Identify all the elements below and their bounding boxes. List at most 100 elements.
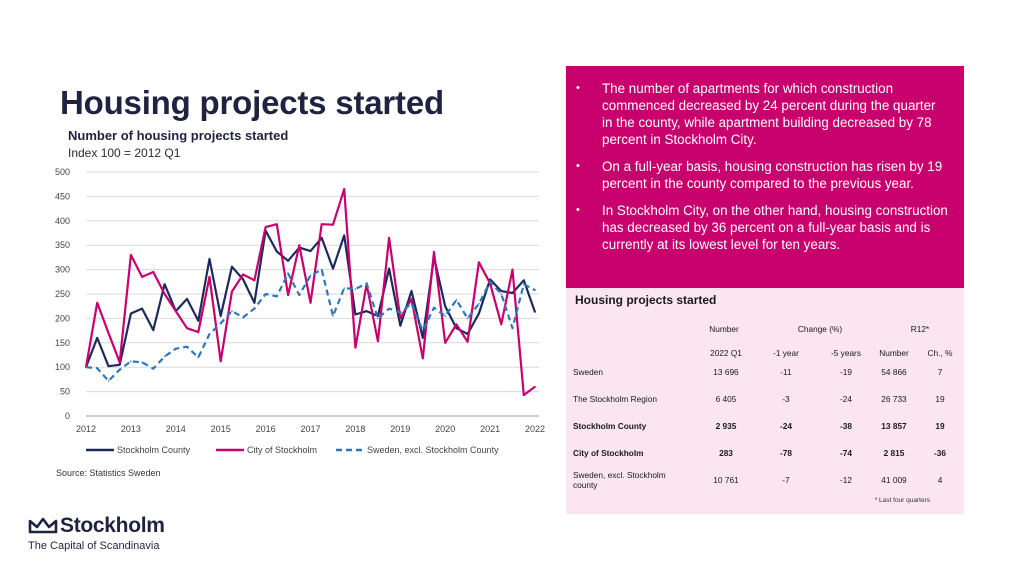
data-point-series-2	[287, 272, 289, 275]
data-point-series-1	[231, 290, 233, 293]
data-point-series-1	[219, 360, 222, 363]
y-tick-label: 0	[65, 411, 70, 421]
x-tick-label: 2022	[525, 424, 545, 434]
data-point-series-2	[377, 317, 379, 320]
row-label: Sweden	[573, 367, 603, 377]
row-label: City of Stockholm	[573, 448, 644, 458]
data-point-series-2	[197, 356, 200, 359]
data-point-series-1	[107, 332, 110, 334]
data-point-series-1	[197, 331, 200, 333]
subheader-r12-number: Number	[879, 348, 909, 358]
legend-label: Sweden, excl. Stockholm County	[367, 445, 499, 455]
y-tick-label: 350	[55, 240, 70, 250]
line-chart: 0 50 100 150 200 250 300 350 400 450 500 2012 2013 20…	[0, 160, 560, 460]
data-point-series-2	[276, 295, 278, 298]
data-point-series-2	[332, 315, 334, 317]
x-tick-label: 2018	[345, 424, 365, 434]
data-point-series-0	[320, 237, 323, 239]
data-point-series-2	[399, 311, 402, 314]
finding-item: • On a full-year basis, housing construct…	[576, 158, 948, 192]
logo-wordmark: Stockholm	[60, 514, 165, 537]
y-tick-label: 450	[55, 191, 70, 201]
finding-text: The number of apartments for which const…	[602, 81, 936, 147]
data-point-series-2	[500, 293, 503, 295]
data-point-series-1	[354, 346, 357, 349]
x-tick-label: 2016	[256, 424, 276, 434]
y-tick-label: 500	[55, 167, 70, 177]
data-point-series-1	[444, 342, 447, 344]
data-point-series-1	[478, 261, 480, 264]
data-point-series-2	[264, 293, 267, 295]
y-tick-label: 50	[60, 387, 70, 397]
data-point-series-2	[522, 283, 525, 286]
cell-minus-1-year: -24	[780, 421, 792, 431]
header-number: Number	[709, 324, 739, 334]
y-tick-label: 250	[55, 289, 70, 299]
data-point-series-1	[377, 340, 379, 343]
bullet-icon: •	[576, 82, 580, 94]
data-point-series-2	[309, 274, 312, 277]
data-point-series-2	[242, 316, 244, 319]
data-point-series-2	[421, 329, 424, 332]
data-point-series-0	[96, 337, 99, 339]
data-point-series-0	[421, 337, 424, 339]
cell-minus-1-year: -7	[782, 475, 790, 485]
finding-item: • The number of apartments for which cons…	[576, 80, 948, 148]
page-title: Housing projects started	[60, 84, 444, 121]
legend-label: Stockholm County	[117, 445, 191, 455]
data-point-series-0	[444, 305, 447, 307]
data-point-series-2	[354, 288, 357, 290]
data-point-series-1	[388, 237, 390, 239]
data-point-series-0	[511, 292, 514, 294]
data-point-series-2	[388, 307, 390, 310]
cell-r12-number: 26 733	[881, 394, 907, 404]
cell-minus-5-years: -12	[840, 475, 852, 485]
data-point-series-0	[399, 324, 402, 327]
bullet-icon: •	[576, 160, 580, 172]
data-point-series-0	[534, 311, 536, 313]
cell-2022-q1: 6 405	[715, 394, 737, 404]
data-point-series-1	[500, 323, 503, 326]
data-point-series-2	[534, 289, 536, 291]
line-chart-svg: 0 50 100 150 200 250 300 350 400 450 500 2012 2013 20…	[55, 167, 545, 455]
x-tick-label: 2012	[76, 424, 96, 434]
data-point-series-0	[388, 267, 390, 270]
data-point-series-1	[455, 323, 458, 326]
data-point-series-1	[163, 293, 166, 295]
legend-label: City of Stockholm	[247, 445, 317, 455]
subheader-2022-q1: 2022 Q1	[710, 348, 742, 358]
data-point-series-2	[253, 307, 256, 310]
data-point-series-1	[522, 394, 525, 396]
cell-r12-change: 4	[937, 475, 943, 485]
data-point-series-2	[320, 268, 323, 271]
data-point-series-2	[107, 380, 110, 382]
x-tick-label: 2015	[211, 424, 231, 434]
data-point-series-0	[500, 290, 503, 292]
key-findings-box: • The number of apartments for which cons…	[566, 66, 964, 288]
subheader-minus-5-years: -5 years	[831, 348, 861, 358]
data-point-series-2	[231, 310, 233, 312]
cell-r12-number: 41 009	[881, 475, 907, 485]
data-point-series-2	[186, 345, 188, 348]
cell-minus-1-year: -3	[782, 394, 790, 404]
chart-title: Number of housing projects started	[68, 128, 289, 143]
data-point-series-0	[186, 298, 188, 300]
data-point-series-2	[433, 306, 435, 309]
subheader-r12-change: Ch., %	[927, 348, 953, 358]
data-point-series-1	[511, 268, 514, 271]
data-point-series-0	[354, 313, 357, 316]
row-label: Sweden, excl. Stockholm county	[573, 470, 666, 490]
data-point-series-1	[242, 273, 244, 276]
data-point-series-2	[466, 317, 469, 320]
data-point-series-2	[85, 366, 87, 368]
data-point-series-0	[478, 312, 480, 315]
header-r12: R12*	[910, 324, 930, 334]
cell-minus-1-year: -11	[780, 367, 792, 377]
data-point-series-2	[455, 299, 458, 301]
cell-r12-change: 19	[935, 421, 945, 431]
cell-2022-q1: 10 761	[713, 475, 739, 485]
data-point-series-1	[276, 223, 278, 226]
data-point-series-1	[343, 188, 345, 190]
cell-2022-q1: 13 696	[713, 367, 739, 377]
x-tick-label: 2019	[390, 424, 410, 434]
